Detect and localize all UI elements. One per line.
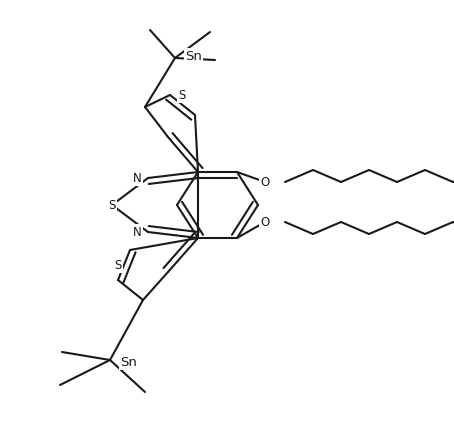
Text: S: S — [109, 199, 116, 211]
Text: N: N — [133, 172, 142, 184]
Text: Sn: Sn — [185, 50, 202, 62]
Text: S: S — [178, 89, 185, 101]
Text: Sn: Sn — [120, 356, 137, 369]
Text: N: N — [133, 226, 142, 238]
Text: S: S — [114, 259, 122, 272]
Text: O: O — [261, 175, 270, 188]
Text: O: O — [261, 216, 270, 229]
